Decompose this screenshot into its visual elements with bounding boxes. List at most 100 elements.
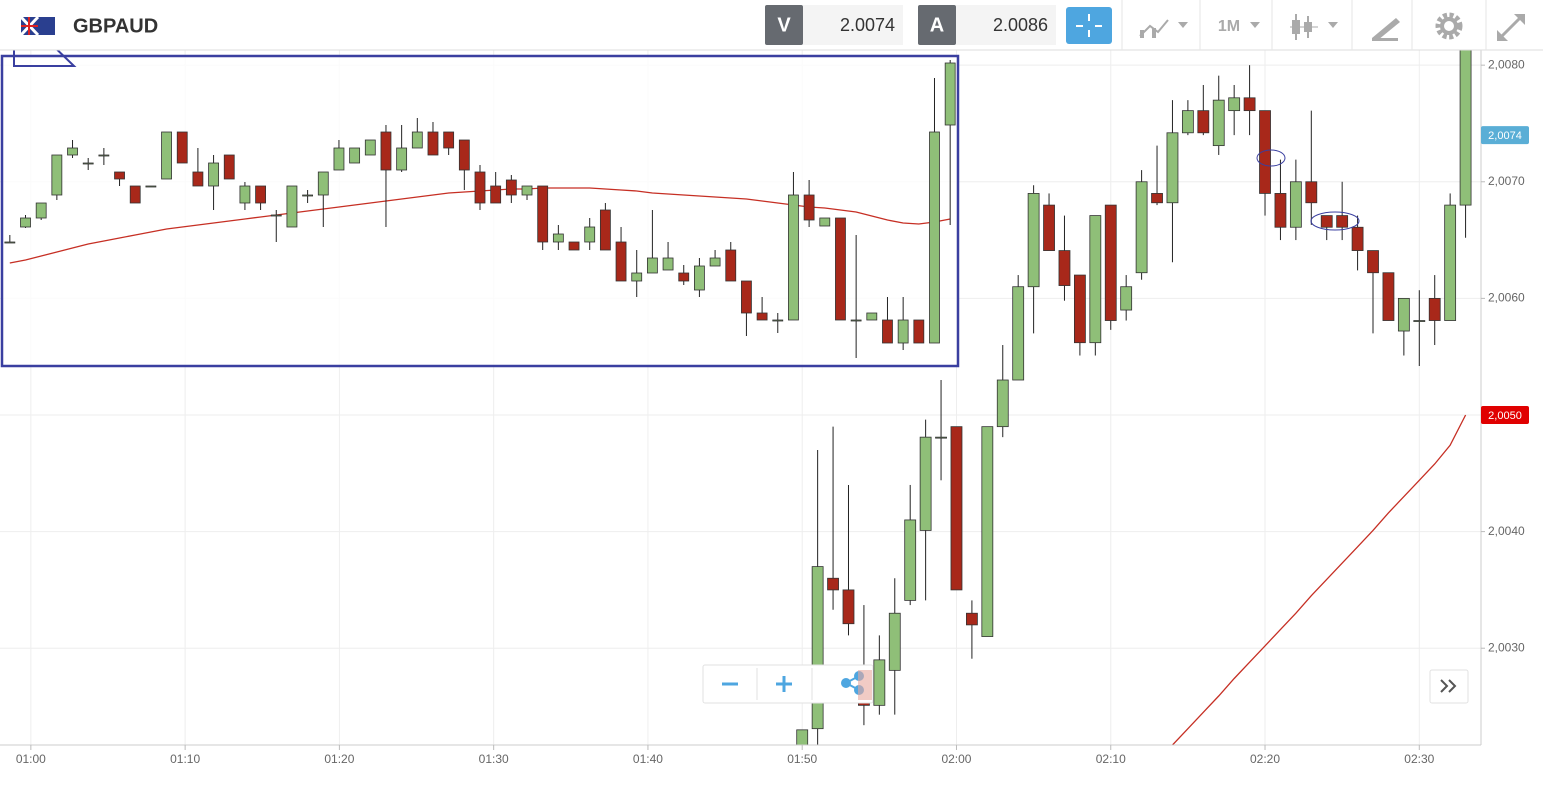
candle-body [756,312,768,321]
candle-body [129,185,141,204]
candle-body [302,194,314,197]
candle-body [741,280,752,314]
candle-body [796,729,809,745]
candle-body [1336,215,1349,228]
candle-body [1073,274,1086,344]
candle-body [913,319,925,344]
settings-button[interactable] [1435,12,1463,40]
y-tick-label: 2,0060 [1488,291,1525,305]
candle-body [82,162,94,165]
candle-body [51,154,63,196]
candle-body [1351,226,1364,251]
candle-body [380,131,392,171]
candle-body [966,612,978,626]
candle-body [411,131,423,149]
x-tick-label: 01:00 [16,752,46,766]
candle-body [873,659,886,706]
candle-body [631,272,643,282]
candle-body [599,209,611,251]
chart-type-button[interactable] [1139,19,1188,38]
candle-body [1274,193,1287,228]
candle-body [1305,181,1318,204]
candle-body [929,131,940,344]
candle-body [996,379,1009,428]
candle-body [678,272,690,282]
draw-tool-button[interactable] [1372,18,1400,41]
candle-body [584,226,596,243]
candle-body [1367,250,1379,274]
price-tag-label: 2,0074 [1488,130,1522,142]
candle-body [882,319,893,344]
price-tag-label: 2,0050 [1488,410,1522,422]
fullscreen-button[interactable] [1497,14,1525,41]
candle-body [1027,193,1040,288]
inset-plot [0,54,960,368]
candle-body [1459,50,1472,206]
candle-body [788,194,799,321]
candle-body [349,147,361,164]
axes: 01:00 01:10 01:20 01:30 01:40 01:50 02:00 02:10… [0,50,1529,766]
candle-body [1382,272,1395,321]
candle-body [850,319,862,322]
crosshair-button[interactable] [1066,7,1112,44]
candle-body [505,179,517,196]
candle-body [1428,297,1441,321]
candle-body [176,131,188,164]
candle-body [552,233,564,243]
candle-body [646,257,658,274]
candle-body [835,217,846,321]
candle-body [270,214,282,217]
candle-body [772,319,784,322]
zoom-in-button[interactable] [776,676,792,692]
candle-body [145,185,157,188]
bid-box[interactable] [803,5,903,45]
candle-body [919,436,932,531]
zoom-controls [702,664,874,704]
candle-body [1135,181,1148,274]
candle-body [1413,320,1426,322]
scroll-right-button[interactable] [1429,669,1469,704]
inset-frame [2,56,958,366]
candle-body [725,249,737,282]
candle-body [67,147,78,156]
x-tick-label: 01:30 [479,752,509,766]
candle-body [827,577,839,591]
candle-body [458,139,470,171]
y-tick-label: 2,0070 [1488,174,1525,188]
candle-body [161,131,172,180]
candle-body [904,519,917,601]
candle-body [888,612,901,671]
candle-body [1151,193,1163,204]
timeframe-button[interactable]: 1M [1218,18,1240,35]
candle-body [490,185,502,204]
toolbar: GBPAUD V 2.0074 A 2.0086 1M [0,0,1543,51]
candle-body [537,185,549,243]
candle-body [1320,215,1333,228]
inset-border [0,54,960,368]
candle-body [1058,250,1071,286]
candle-body [1181,110,1194,134]
bid-label: V [777,14,791,36]
candle-type-button[interactable] [1290,14,1338,40]
candle-body [1289,181,1302,228]
bid-badge [765,5,803,45]
candle-body [944,62,956,126]
candle-body [1212,99,1225,147]
candle-body [35,202,47,219]
candle-body [255,185,266,204]
x-tick-label: 01:20 [324,752,354,766]
candle-body [897,319,909,344]
candle-body [1104,204,1117,321]
y-tick-label: 2,0030 [1488,640,1525,654]
candle-body [842,589,855,625]
candle-body [20,217,31,228]
candle-body [1120,286,1133,311]
candle-body [333,147,345,171]
ask-box[interactable] [956,5,1056,45]
candle-body [1089,215,1102,344]
candle-body [317,171,329,196]
x-tick-label: 02:20 [1250,752,1280,766]
candle-body [1228,97,1241,112]
main-plot [796,50,1472,745]
